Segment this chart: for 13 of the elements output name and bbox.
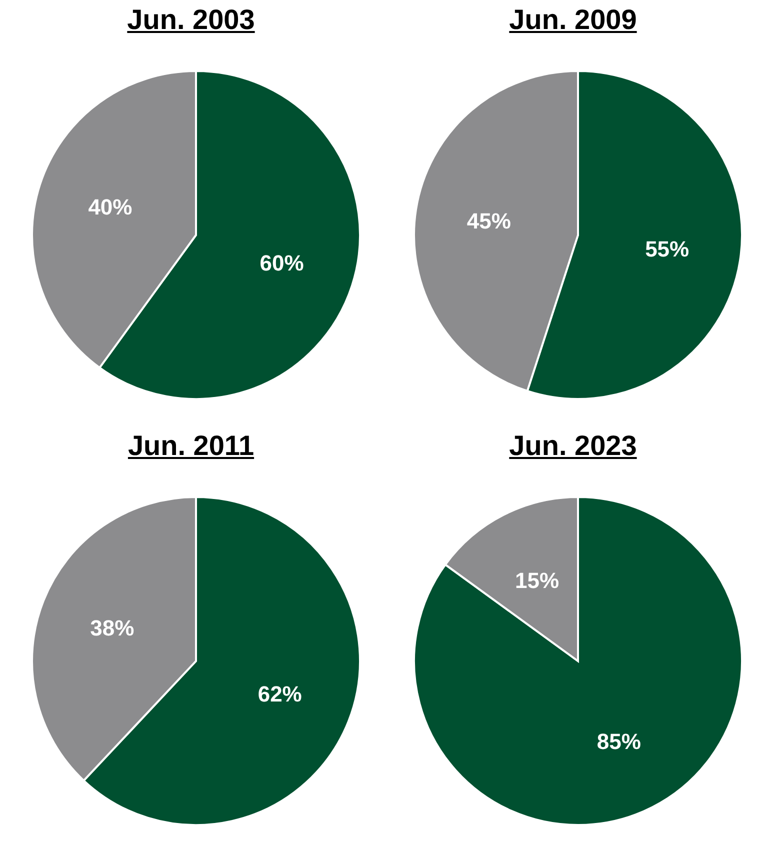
data-label: 38% xyxy=(90,615,134,640)
chart-title: Jun. 2023 xyxy=(508,430,638,462)
data-label: 60% xyxy=(260,250,304,276)
data-label: 45% xyxy=(466,208,511,234)
chart-title: Jun. 2003 xyxy=(126,4,256,36)
chart-title: Jun. 2011 xyxy=(126,430,256,462)
chart-title: Jun. 2009 xyxy=(508,4,638,36)
data-label: 55% xyxy=(645,236,690,262)
pie-slice xyxy=(413,496,743,826)
data-label: 40% xyxy=(88,194,132,220)
data-label: 62% xyxy=(258,682,302,707)
data-label: 15% xyxy=(515,568,560,594)
data-label: 85% xyxy=(596,728,641,754)
